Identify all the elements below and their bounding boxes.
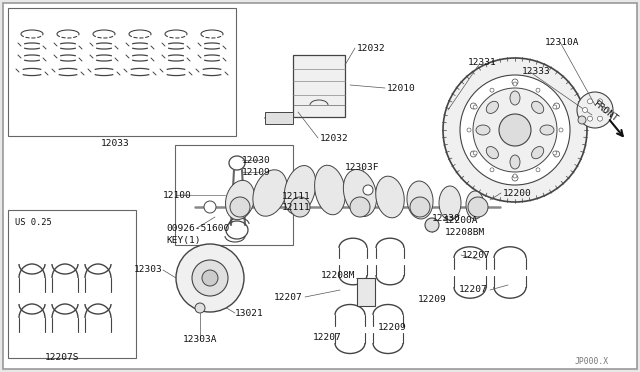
Ellipse shape [510,155,520,169]
Circle shape [559,128,563,132]
Circle shape [577,92,613,128]
Text: US 0.25: US 0.25 [15,218,52,227]
Text: 12010: 12010 [387,83,416,93]
Ellipse shape [476,125,490,135]
Circle shape [536,88,540,92]
Bar [265,112,293,124]
Circle shape [230,197,250,217]
Text: 12032: 12032 [357,44,386,52]
Text: 12207: 12207 [462,250,491,260]
Circle shape [553,151,557,155]
Text: 12032: 12032 [320,134,349,142]
Circle shape [490,168,494,172]
Circle shape [192,260,228,296]
Text: 12207: 12207 [313,334,342,343]
Circle shape [536,168,540,172]
Ellipse shape [407,181,433,219]
Text: JP000.X: JP000.X [575,357,609,366]
Text: 12330: 12330 [432,214,461,222]
Text: 12111: 12111 [282,192,311,201]
Circle shape [460,75,570,185]
Circle shape [578,116,586,124]
Ellipse shape [510,91,520,105]
Circle shape [467,128,471,132]
Circle shape [512,79,518,85]
Circle shape [443,58,587,202]
Text: 12209: 12209 [418,295,447,305]
Circle shape [473,151,477,155]
Text: 12208BM: 12208BM [445,228,485,237]
Circle shape [512,175,518,181]
Ellipse shape [315,165,346,215]
Circle shape [588,116,593,121]
Circle shape [513,174,517,178]
Text: 12111: 12111 [282,202,311,212]
Ellipse shape [486,101,499,113]
Circle shape [425,218,439,232]
Text: 00926-51600: 00926-51600 [166,224,229,232]
Ellipse shape [532,147,544,159]
Circle shape [350,197,370,217]
Circle shape [602,108,607,112]
Circle shape [553,105,557,109]
Text: 12207: 12207 [460,285,488,294]
Text: 12100: 12100 [163,190,192,199]
Circle shape [554,151,559,157]
Text: 12331: 12331 [468,58,497,67]
Circle shape [290,197,310,217]
Circle shape [176,244,244,312]
Circle shape [473,88,557,172]
Text: 12207: 12207 [275,292,303,301]
Circle shape [473,105,477,109]
Circle shape [554,103,559,109]
Text: 12200A: 12200A [444,215,479,224]
Ellipse shape [225,180,255,219]
Text: 12333: 12333 [522,67,551,76]
Text: 12303A: 12303A [183,336,218,344]
Circle shape [598,116,602,121]
Ellipse shape [343,170,377,217]
Ellipse shape [486,147,499,159]
Circle shape [468,197,488,217]
Text: 12303F: 12303F [345,163,380,171]
Text: FRONT: FRONT [592,100,620,124]
Circle shape [204,201,216,213]
Text: 12208M: 12208M [321,270,355,279]
Ellipse shape [253,170,287,216]
Circle shape [598,99,602,104]
Circle shape [195,303,205,313]
Text: 12200: 12200 [503,189,532,198]
Bar [175,145,293,245]
Ellipse shape [540,125,554,135]
Circle shape [513,82,517,86]
Circle shape [470,151,476,157]
Text: 12030: 12030 [242,155,271,164]
Text: 12033: 12033 [100,138,129,148]
Ellipse shape [284,166,316,215]
Circle shape [410,197,430,217]
Text: 12109: 12109 [242,167,271,176]
Bar [293,55,345,117]
Bar [357,278,375,306]
Text: 13021: 13021 [235,308,264,317]
Circle shape [499,114,531,146]
Circle shape [582,108,588,112]
Circle shape [470,103,476,109]
Ellipse shape [439,186,461,220]
Text: 12310A: 12310A [545,38,579,46]
Text: 12209: 12209 [378,324,407,333]
Ellipse shape [376,176,404,218]
Circle shape [490,88,494,92]
Text: 12303: 12303 [134,266,163,275]
Ellipse shape [466,191,484,219]
Text: KEY(1): KEY(1) [166,235,200,244]
Text: 12207S: 12207S [45,353,79,362]
Bar [8,210,136,358]
Circle shape [202,270,218,286]
Circle shape [363,185,373,195]
Ellipse shape [532,101,544,113]
Circle shape [588,99,593,104]
Bar [8,8,236,136]
